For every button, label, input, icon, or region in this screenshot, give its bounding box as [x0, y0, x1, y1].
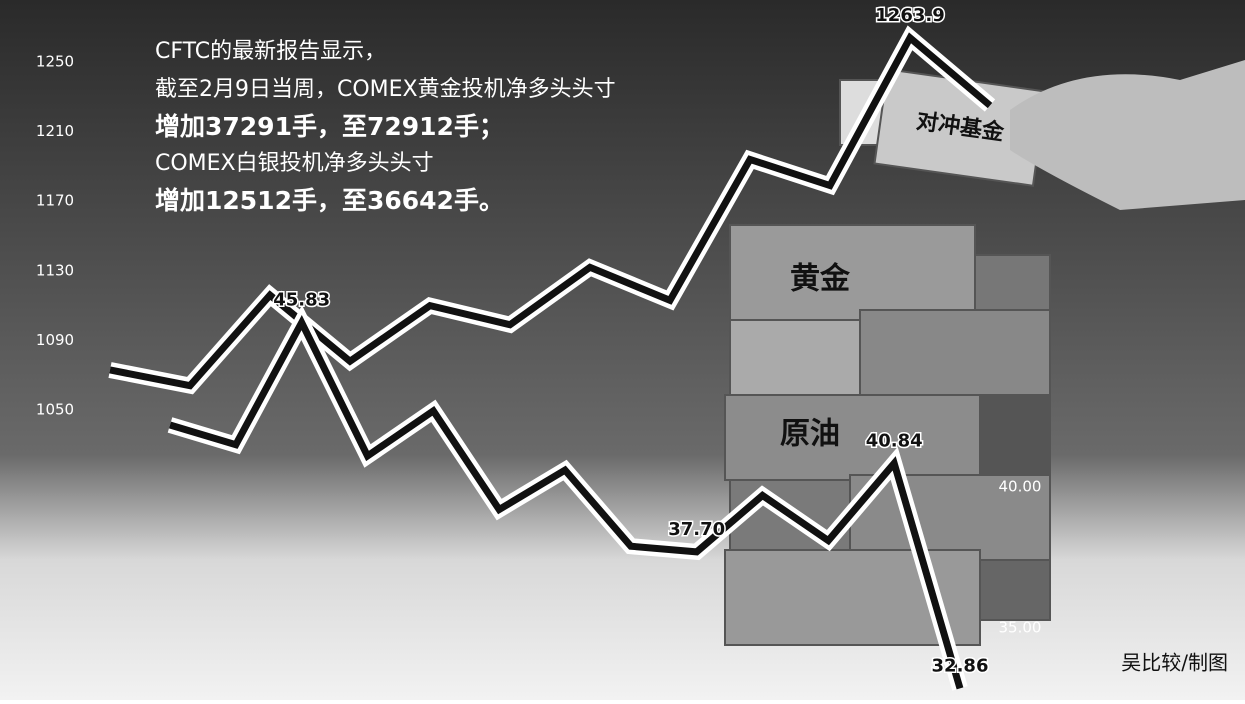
credit: 吴比较/制图: [1121, 651, 1228, 675]
tick-label: 1210: [36, 122, 74, 140]
block-label: 原油: [780, 417, 840, 452]
block-label: 黄金: [790, 262, 851, 297]
tick-label: 1250: [36, 53, 74, 71]
note: COMEX白银投机净多头头寸: [155, 151, 434, 176]
note: 增加12512手，至36642手。: [155, 186, 504, 215]
value-label: 40.84: [866, 430, 923, 451]
value-label: 37.70: [668, 519, 725, 540]
tick-label: 1170: [36, 192, 74, 210]
blocks: [724, 60, 1245, 646]
tick-label: 35.00: [999, 619, 1042, 637]
value-label: 1263.9: [875, 5, 944, 26]
note: 截至2月9日当周，COMEX黄金投机净多头头寸: [155, 77, 616, 102]
note: 增加37291手，至72912手；: [155, 112, 504, 141]
tick-label: 40.00: [999, 478, 1042, 496]
value-label: 32.86: [932, 655, 989, 676]
value-label: 45.83: [273, 290, 330, 311]
note: CFTC的最新报告显示，: [155, 39, 386, 64]
tick-label: 1050: [36, 401, 74, 419]
line: [109, 32, 993, 390]
line: [168, 314, 964, 690]
tick-label: 1090: [36, 331, 74, 349]
tick-label: 1130: [36, 261, 74, 279]
